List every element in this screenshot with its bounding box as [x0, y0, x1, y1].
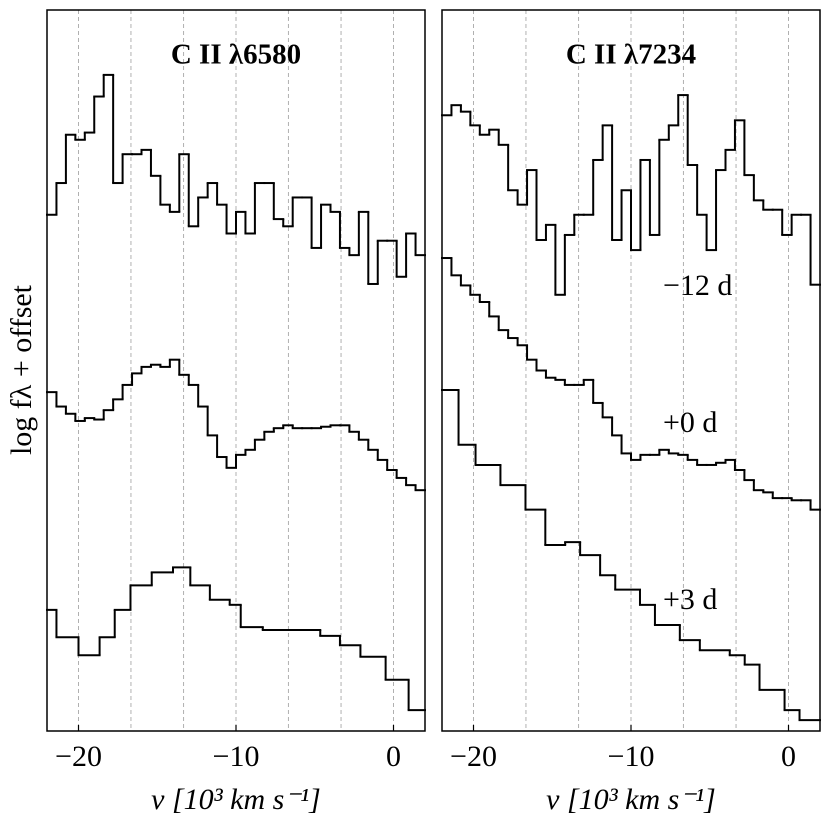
x-tick-label: −20 — [450, 740, 497, 773]
series-label: +0 d — [663, 406, 717, 439]
series-label: −12 d — [663, 269, 732, 302]
panel-title: C II λ6580 — [171, 39, 301, 71]
series-label: +3 d — [663, 583, 717, 616]
panel-title: C II λ7234 — [566, 39, 696, 71]
x-tick-label: 0 — [386, 740, 401, 773]
x-tick-label: 0 — [781, 740, 796, 773]
x-tick-label: −10 — [213, 740, 260, 773]
x-axis-label: v [10³ km s⁻¹] — [546, 783, 716, 816]
x-tick-label: −20 — [55, 740, 102, 773]
y-axis-label: log fλ + offset — [5, 284, 38, 455]
x-tick-label: −10 — [608, 740, 655, 773]
x-axis-label: v [10³ km s⁻¹] — [151, 783, 321, 816]
